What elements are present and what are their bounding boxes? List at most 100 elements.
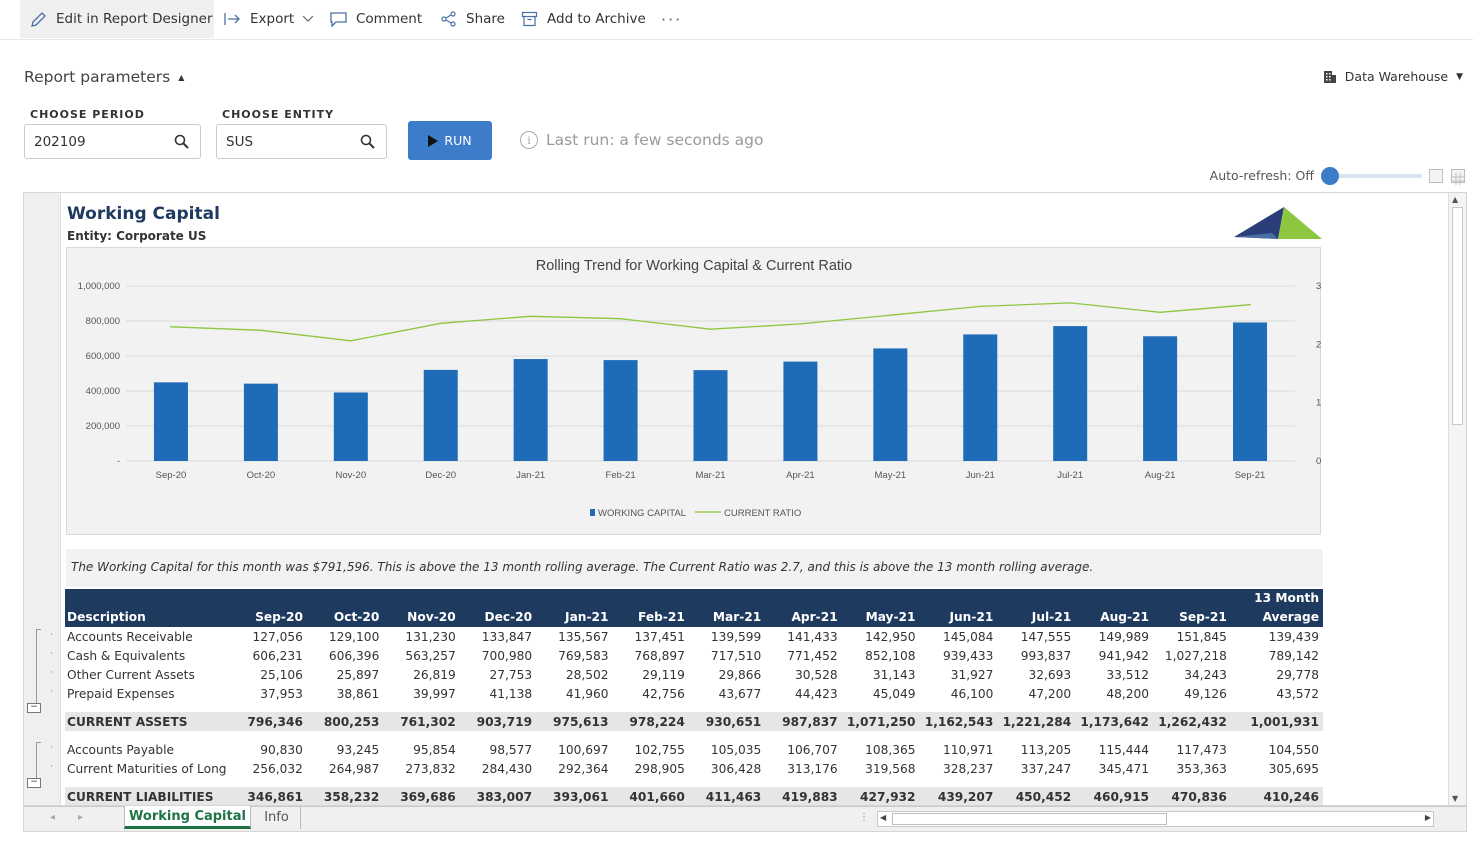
- table-cell: 439,207: [919, 787, 998, 805]
- expand-icon[interactable]: [1429, 169, 1443, 183]
- scroll-right-icon[interactable]: ▶: [1424, 813, 1431, 822]
- column-header: Description: [65, 589, 231, 627]
- share-label: Share: [466, 11, 505, 27]
- comment-button[interactable]: Comment: [330, 0, 422, 38]
- caret-up-icon: ▲: [178, 72, 185, 82]
- export-label: Export: [250, 11, 295, 27]
- run-label: RUN: [444, 133, 472, 148]
- table-cell: 43,677: [718, 686, 762, 701]
- table-cell: 25,897: [336, 667, 380, 682]
- table-cell: 135,567: [558, 629, 609, 644]
- table-cell: 32,693: [1028, 667, 1072, 682]
- table-cell: 353,363: [1176, 761, 1227, 776]
- column-header: Oct-20: [306, 589, 384, 627]
- run-button[interactable]: RUN: [408, 121, 492, 160]
- table-cell: 987,837: [765, 712, 842, 731]
- datasource-label: Data Warehouse: [1344, 69, 1449, 84]
- collapse-group-button[interactable]: −: [27, 703, 41, 713]
- horizontal-scrollbar[interactable]: ◀ ▶: [877, 811, 1434, 827]
- vertical-scrollbar[interactable]: ▲ ▼: [1448, 193, 1466, 805]
- table-cell: 298,905: [634, 761, 685, 776]
- table-cell: 292,364: [558, 761, 609, 776]
- table-cell: 142,950: [865, 629, 916, 644]
- more-options-button[interactable]: ···: [661, 0, 682, 38]
- column-header: Jan-21: [536, 589, 613, 627]
- row-label: Cash & Equivalents: [67, 648, 186, 663]
- y-right-tick-label: 2.0: [1316, 339, 1322, 350]
- table-cell: 48,200: [1106, 686, 1150, 701]
- sheet-tab-bar: ◂ ▸ Working Capital Info ⋮ ◀ ▶: [23, 806, 1467, 832]
- table-cell: 1,071,250: [841, 712, 920, 731]
- table-cell: 930,651: [688, 712, 766, 731]
- x-tick-label: Apr-21: [786, 470, 815, 481]
- table-cell: 401,660: [612, 787, 689, 805]
- edit-in-report-designer-button[interactable]: Edit in Report Designer: [20, 0, 214, 38]
- table-cell: 28,502: [565, 667, 609, 682]
- scroll-down-icon[interactable]: ▼: [1452, 794, 1459, 803]
- search-icon[interactable]: [360, 134, 376, 150]
- chevron-down-icon: [302, 15, 314, 22]
- table-cell: 29,119: [642, 667, 685, 682]
- x-tick-label: Jun-21: [966, 470, 995, 481]
- working-capital-bar: [333, 392, 368, 461]
- table-cell: 789,142: [1268, 648, 1319, 663]
- vertical-scroll-thumb[interactable]: [1452, 207, 1463, 425]
- table-cell: 606,396: [328, 648, 380, 663]
- column-header: May-21: [841, 589, 920, 627]
- tab-scroll-left-icon[interactable]: ◂: [50, 812, 56, 823]
- tab-info[interactable]: Info: [253, 806, 301, 829]
- table-cell: 49,126: [1184, 686, 1227, 701]
- working-capital-bar: [873, 348, 908, 461]
- table-cell: 137,451: [634, 629, 685, 644]
- table-cell: 106,707: [787, 742, 838, 757]
- grid-view-icon[interactable]: [1451, 169, 1465, 185]
- y-left-tick-label: 400,000: [86, 386, 120, 397]
- chart-title: Rolling Trend for Working Capital & Curr…: [536, 258, 852, 274]
- edit-label: Edit in Report Designer: [56, 11, 213, 27]
- period-input[interactable]: [34, 133, 154, 150]
- y-right-tick-label: 1.0: [1316, 398, 1322, 409]
- y-right-tick-label: 3.0: [1316, 281, 1322, 292]
- entity-field[interactable]: [216, 124, 387, 159]
- row-label: Accounts Receivable: [67, 629, 193, 644]
- x-tick-label: Sep-21: [1235, 470, 1266, 481]
- auto-refresh-slider-track[interactable]: [1330, 174, 1422, 178]
- tab-working-capital[interactable]: Working Capital: [124, 806, 251, 829]
- table-cell: 44,423: [795, 686, 838, 701]
- auto-refresh-slider-knob[interactable]: [1321, 167, 1339, 185]
- table-cell: 26,819: [413, 667, 456, 682]
- table-cell: 29,778: [1276, 667, 1319, 682]
- add-to-archive-button[interactable]: Add to Archive: [521, 0, 646, 38]
- column-header: Apr-21: [765, 589, 842, 627]
- current-ratio-point: [1159, 311, 1161, 314]
- share-button[interactable]: Share: [440, 0, 505, 38]
- period-field[interactable]: [24, 124, 201, 159]
- table-cell: 31,143: [872, 667, 916, 682]
- table-cell: 117,473: [1176, 742, 1227, 757]
- x-tick-label: Feb-21: [606, 470, 636, 481]
- current-ratio-point: [799, 323, 802, 325]
- report-parameters-toggle[interactable]: Report parameters ▲: [24, 68, 184, 86]
- export-button[interactable]: Export: [224, 0, 322, 38]
- outline-dot: ·: [50, 649, 53, 659]
- current-ratio-point: [350, 340, 352, 342]
- tab-scroll-right-icon[interactable]: ▸: [78, 812, 84, 823]
- splitter-handle-icon[interactable]: ⋮: [859, 812, 869, 823]
- entity-input[interactable]: [226, 133, 346, 150]
- search-icon[interactable]: [174, 134, 190, 150]
- collapse-group-button[interactable]: −: [27, 778, 41, 788]
- table-cell: 98,577: [489, 742, 533, 757]
- datasource-dropdown[interactable]: Data Warehouse ▼: [1323, 69, 1463, 84]
- scroll-up-icon[interactable]: ▲: [1452, 195, 1459, 204]
- table-cell: 852,108: [865, 648, 916, 663]
- table-spacer-row: [65, 778, 1323, 787]
- table-cell: 45,049: [872, 686, 916, 701]
- x-tick-label: Mar-21: [695, 470, 725, 481]
- table-cell: 978,224: [612, 712, 689, 731]
- table-cell: 29,866: [718, 667, 762, 682]
- scroll-left-icon[interactable]: ◀: [880, 813, 887, 822]
- horizontal-scroll-thumb[interactable]: [892, 813, 1167, 825]
- table-spacer-row: [65, 703, 1323, 712]
- x-tick-label: Dec-20: [425, 470, 456, 481]
- spacer-cell: [65, 731, 1323, 740]
